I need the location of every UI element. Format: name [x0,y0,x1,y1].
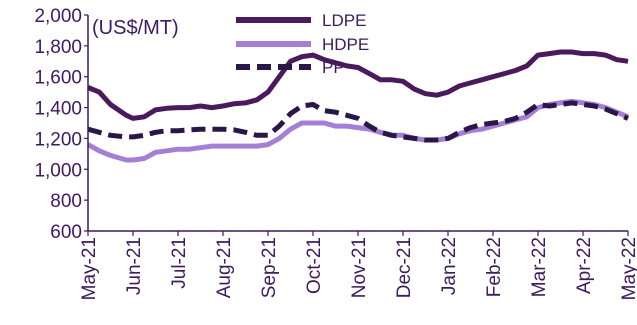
y-tick-label: 1,400 [34,99,82,120]
series-line-pp [87,100,629,143]
unit-label: (US$/MT) [92,17,179,39]
y-tick-label: 1,600 [34,68,82,89]
legend-label-hdpe: HDPE [322,35,369,54]
x-tick-label: Jun-21 [124,237,145,295]
series-layer [86,49,629,163]
series-line-hdpe [86,98,629,163]
y-tick-labels: 2,000 1,800 1,600 1,400 1,200 1,000 800 600 [34,6,88,243]
x-tick-label: Jan-22 [439,237,460,295]
series-line-ldpe [87,49,629,121]
y-tick-label: 2,000 [34,6,82,27]
x-tick-label: Mar-22 [529,237,550,297]
x-tick-label: Oct-21 [304,237,325,294]
legend-label-pp: PP [322,58,345,77]
x-tick-label: May-21 [79,237,100,300]
y-tick-label: 1,800 [34,37,82,58]
y-tick-label: 1,000 [34,160,82,181]
y-tick-label: 800 [50,191,82,212]
legend-label-ldpe: LDPE [322,11,366,30]
x-tick-label: May-22 [619,237,637,300]
y-tick-label: 600 [50,222,82,243]
x-tick-label: Jul-21 [169,237,190,289]
y-tick-label: 1,200 [34,129,82,150]
x-tick-labels: May-21 Jun-21 Jul-21 Aug-21 Sep-21 Oct-21 Nov-… [79,231,637,300]
x-tick-label: Sep-21 [259,237,280,298]
x-tick-label: Dec-21 [394,237,415,298]
legend: LDPE HDPE PP [236,11,369,77]
x-tick-label: Aug-21 [214,237,235,298]
x-tick-label: Nov-21 [349,237,370,298]
x-tick-label: Feb-22 [484,237,505,297]
x-tick-label: Apr-22 [574,237,595,294]
